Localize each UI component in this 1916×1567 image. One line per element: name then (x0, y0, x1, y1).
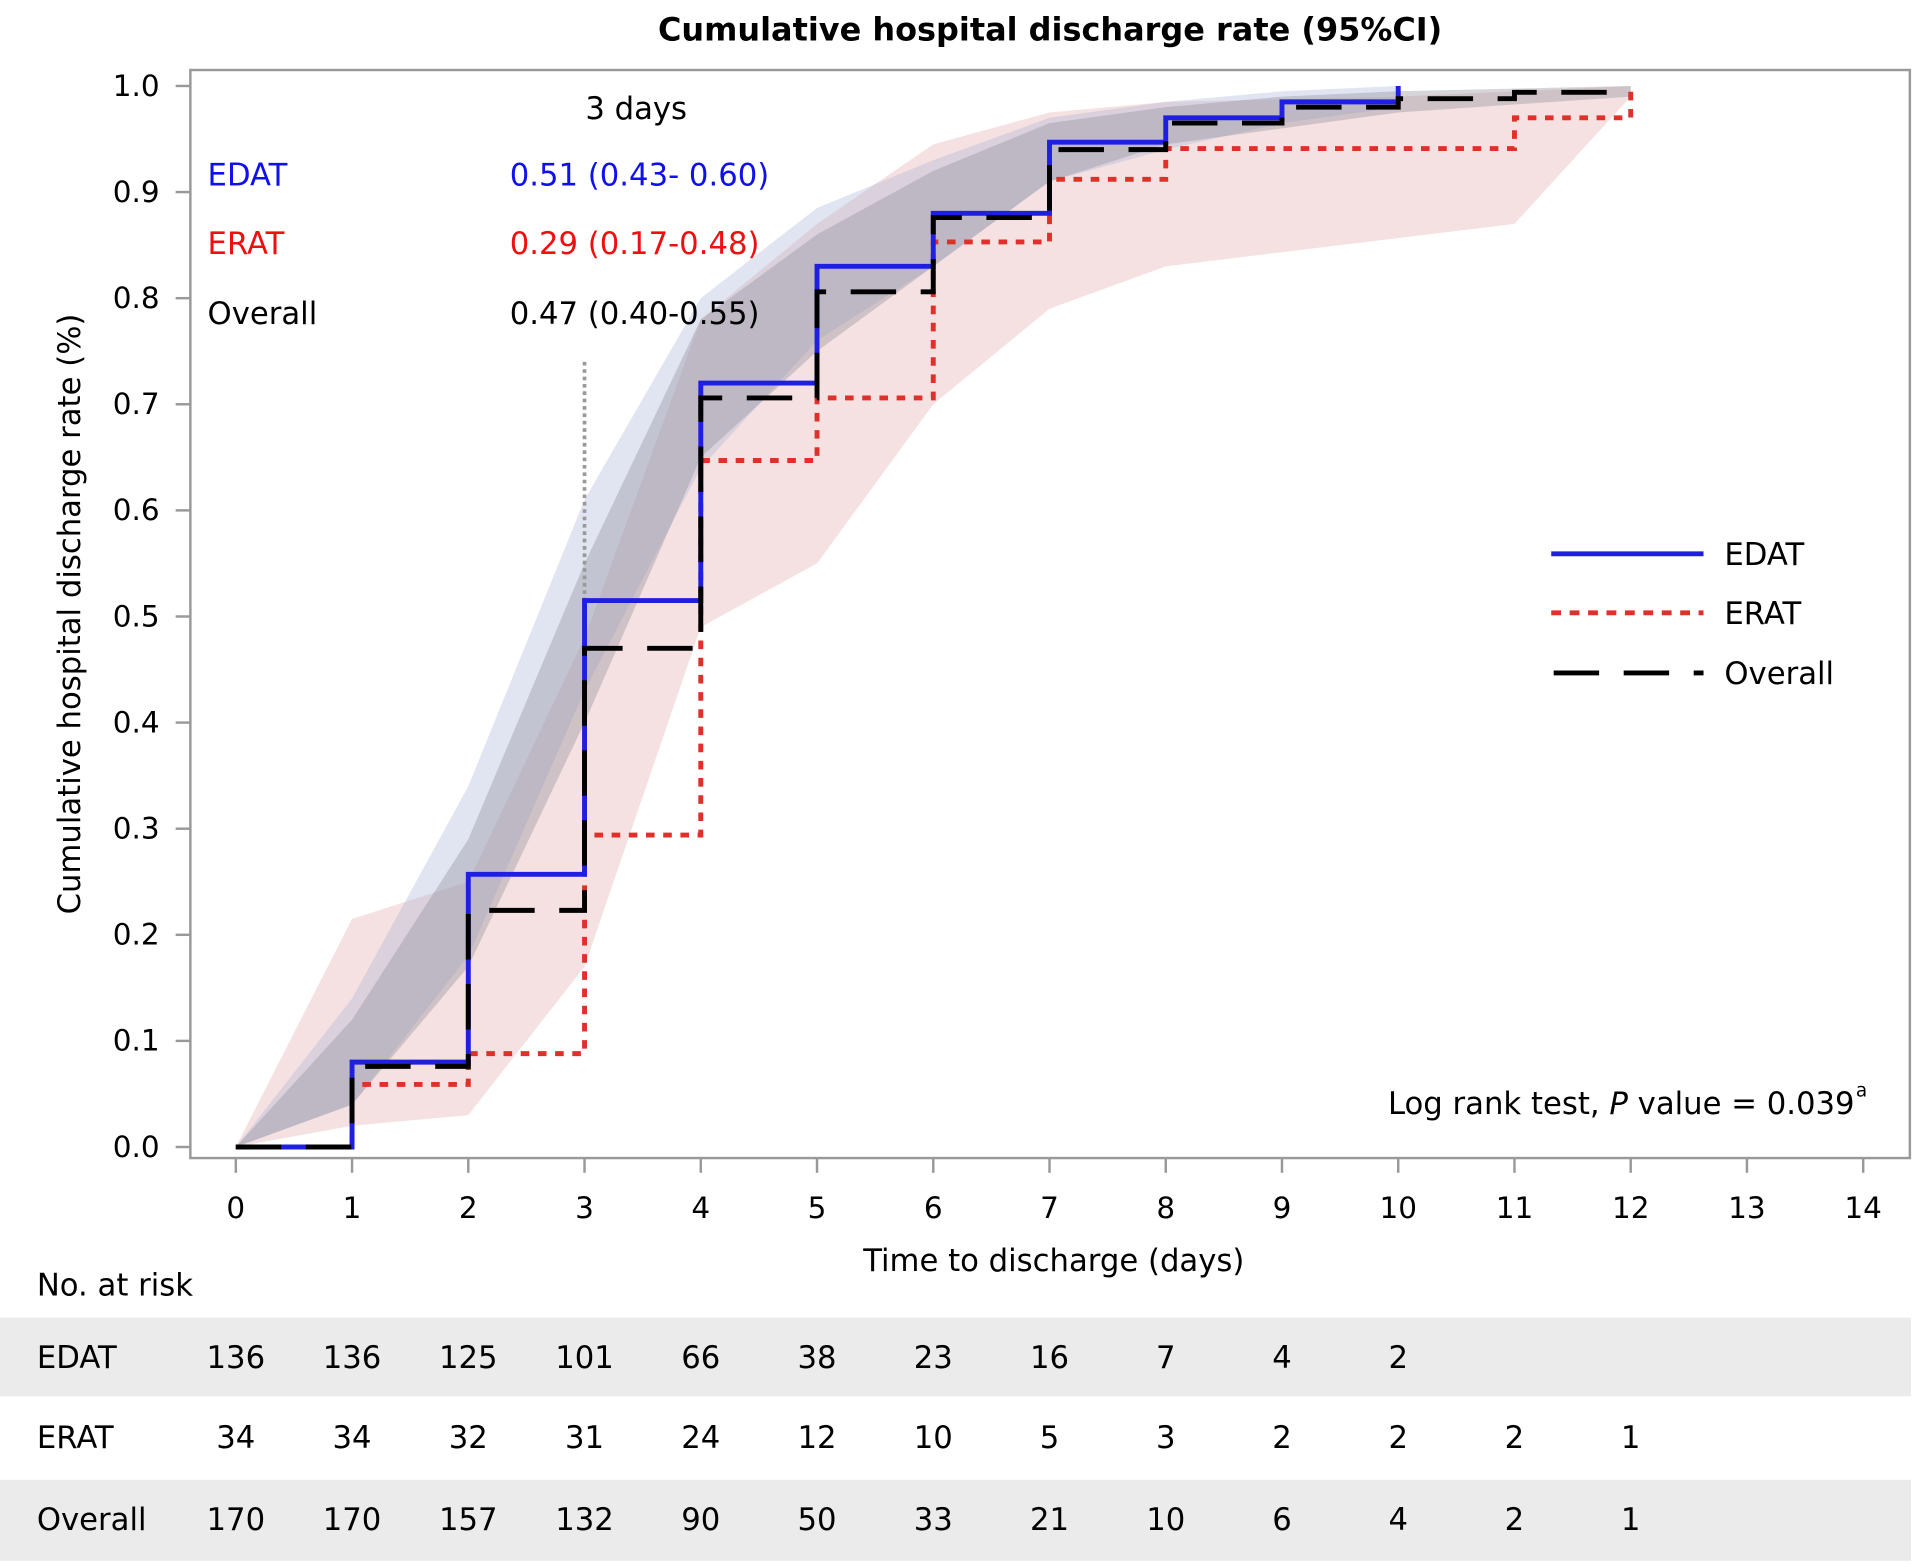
erat-ci-band (235, 85, 1631, 1148)
x-tick-label: 8 (1156, 1191, 1175, 1225)
at-risk-cell: 101 (555, 1341, 614, 1376)
x-tick-label: 5 (808, 1191, 827, 1225)
legend-erat-label: ERAT (1724, 597, 1801, 632)
at-risk-cell: 10 (1146, 1503, 1185, 1538)
at-risk-cell: 16 (1030, 1341, 1069, 1376)
at-risk-cell: 31 (565, 1421, 604, 1456)
at-risk-cell: 2 (1388, 1341, 1408, 1376)
at-risk-cell: 33 (914, 1503, 953, 1538)
y-tick-label: 0.2 (113, 918, 160, 952)
at-risk-cell: 7 (1156, 1341, 1176, 1376)
at-risk-row-bg (0, 1479, 1912, 1561)
at-risk-cell: 136 (207, 1341, 266, 1376)
at-risk-cell: 136 (323, 1341, 382, 1376)
at-risk-cell: 34 (333, 1421, 372, 1456)
x-tick-label: 3 (575, 1191, 594, 1225)
y-tick-label: 0.3 (113, 812, 160, 846)
chart-title: Cumulative hospital discharge rate (95%C… (658, 11, 1442, 49)
x-tick-label: 7 (1040, 1191, 1059, 1225)
x-tick-label: 0 (226, 1191, 245, 1225)
at-risk-cell: 32 (449, 1421, 488, 1456)
x-tick-label: 12 (1612, 1191, 1650, 1225)
y-tick-label: 0.9 (113, 175, 160, 209)
at-risk-cell: 50 (797, 1503, 836, 1538)
at-risk-row-label: EDAT (37, 1341, 117, 1376)
at-risk-cell: 125 (439, 1341, 498, 1376)
at-risk-cell: 170 (323, 1503, 382, 1538)
at-risk-cell: 1 (1621, 1503, 1641, 1538)
at-risk-cell: 2 (1388, 1421, 1408, 1456)
annotation-header: 3 days (585, 92, 687, 127)
at-risk-cell: 24 (681, 1421, 720, 1456)
pvalue-superscript: a (1856, 1081, 1867, 1102)
at-risk-cell: 12 (797, 1421, 836, 1456)
y-tick-label: 0.7 (113, 387, 160, 421)
at-risk-row-bg (0, 1317, 1912, 1397)
at-risk-cell: 21 (1030, 1503, 1069, 1538)
legend-edat-label: EDAT (1724, 538, 1804, 573)
at-risk-row-label: ERAT (37, 1421, 114, 1456)
at-risk-row-label: Overall (37, 1503, 147, 1538)
annotation-overall-label: Overall (208, 297, 318, 332)
at-risk-cell: 66 (681, 1341, 720, 1376)
legend-overall-label: Overall (1724, 657, 1834, 692)
x-tick-label: 10 (1379, 1191, 1417, 1225)
at-risk-cell: 34 (216, 1421, 255, 1456)
annotation-erat-value: 0.29 (0.17-0.48) (510, 227, 760, 262)
axes: 0 1 2 3 4 5 6 7 8 9 10 11 12 13 140.00.10.20.30.40.50.… (113, 69, 1882, 1225)
at-risk-cell: 38 (797, 1341, 836, 1376)
y-tick-label: 0.6 (113, 493, 160, 527)
y-tick-label: 0.1 (113, 1024, 160, 1058)
at-risk-cell: 1 (1621, 1421, 1641, 1456)
y-tick-label: 1.0 (113, 69, 160, 103)
annotation-edat-label: EDAT (208, 158, 288, 193)
at-risk-cell: 4 (1272, 1341, 1292, 1376)
at-risk-cell: 23 (914, 1341, 953, 1376)
y-tick-label: 0.8 (113, 281, 160, 315)
legend: EDAT ERAT Overall (1551, 538, 1834, 692)
overall-ci-band (235, 85, 1631, 1148)
y-axis-label: Cumulative hospital discharge rate (%) (53, 314, 88, 915)
annotation-erat-label: ERAT (208, 227, 285, 262)
x-tick-label: 2 (459, 1191, 478, 1225)
at-risk-title: No. at risk (37, 1269, 193, 1304)
at-risk-cell: 170 (207, 1503, 266, 1538)
annotation-edat-value: 0.51 (0.43- 0.60) (510, 158, 770, 193)
at-risk-cell: 10 (914, 1421, 953, 1456)
annotation-overall-value: 0.47 (0.40-0.55) (510, 297, 760, 332)
x-tick-label: 13 (1728, 1191, 1766, 1225)
x-tick-label: 1 (343, 1191, 362, 1225)
at-risk-cell: 2 (1505, 1421, 1525, 1456)
pvalue-text: Log rank test, P value = 0.039 (1388, 1087, 1855, 1122)
survival-curves (235, 85, 1634, 1150)
y-tick-label: 0.5 (113, 599, 160, 633)
x-tick-label: 11 (1496, 1191, 1534, 1225)
x-tick-label: 4 (691, 1191, 710, 1225)
y-tick-label: 0.4 (113, 705, 160, 739)
at-risk-cell: 90 (681, 1503, 720, 1538)
at-risk-cell: 6 (1272, 1503, 1292, 1538)
x-tick-label: 9 (1273, 1191, 1292, 1225)
at-risk-cell: 5 (1040, 1421, 1060, 1456)
x-tick-label: 6 (924, 1191, 943, 1225)
at-risk-cell: 3 (1156, 1421, 1176, 1456)
x-axis-label: Time to discharge (days) (862, 1244, 1244, 1279)
at-risk-cell: 132 (555, 1503, 614, 1538)
at-risk-cell: 2 (1272, 1421, 1292, 1456)
at-risk-cell: 157 (439, 1503, 498, 1538)
overall-curve (235, 89, 1631, 1150)
x-tick-label: 14 (1844, 1191, 1882, 1225)
at-risk-cell: 4 (1388, 1503, 1408, 1538)
at-risk-cell: 2 (1505, 1503, 1525, 1538)
y-tick-label: 0.0 (113, 1130, 160, 1164)
